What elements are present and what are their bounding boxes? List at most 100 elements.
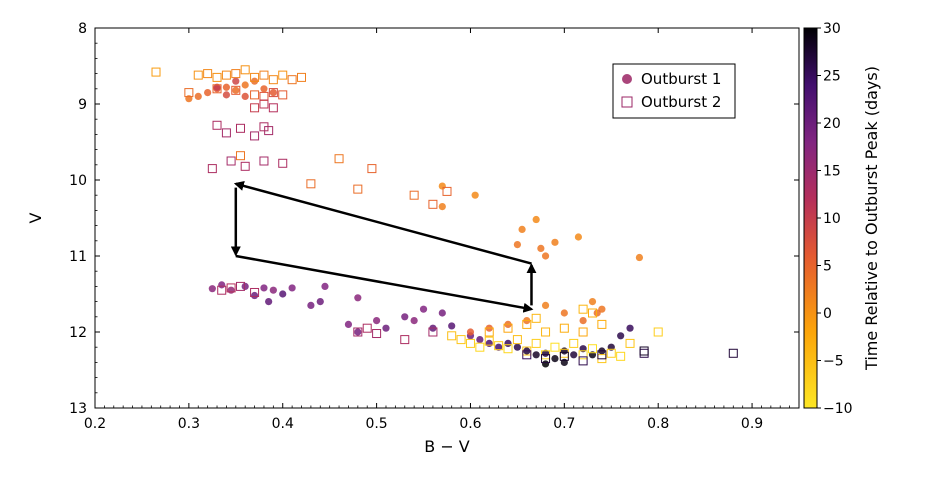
outburst-1-point [551,238,559,246]
x-tick-label: 0.7 [553,416,575,432]
outburst-1-point [194,92,202,100]
outburst-1-point [593,309,601,317]
outburst-2-point [578,356,588,366]
y-axis-ticks: 8 9 10 11 12 13 [69,21,799,417]
outburst-2-point [409,190,419,200]
outburst-1-point [448,322,456,330]
legend-box [612,63,736,119]
outburst-2-point [362,323,372,333]
outburst-2-point [231,85,241,95]
x-axis-title: B − V [424,437,470,456]
outburst-1-point [354,294,362,302]
outburst-2-point [235,123,245,133]
outburst-1-point [382,324,390,332]
outburst-2-point [221,70,231,80]
x-tick-label: 0.4 [272,416,294,432]
outburst-2-point [559,351,569,361]
outburst-2-point [484,336,494,346]
colorbar-tick-label: −10 [823,401,853,417]
outburst-2-point [578,327,588,337]
colorbar-tick-label: 30 [823,21,841,37]
outburst-2-point [428,199,438,209]
outburst-2-point [559,323,569,333]
outburst-1-point [410,317,418,325]
outburst-1-point [541,360,550,368]
outburst-2-point [512,335,522,345]
outburst-1-point [518,225,526,233]
outburst-2-point [606,348,616,358]
outburst-1-point [574,233,583,241]
outburst-1-point [504,339,512,347]
outburst-1-point [232,77,240,85]
colorbar-tick-label: 25 [823,69,841,85]
outburst-2-point [639,348,649,358]
legend-label-outburst-2: Outburst 2 [641,93,721,111]
outburst-2-point [268,88,278,98]
outburst-2-point [503,344,513,354]
legend-label-outburst-1: Outburst 1 [641,70,721,88]
colorbar-tick-label: 0 [823,306,832,322]
outburst-2-point [503,323,513,333]
outburst-1-point [222,83,231,91]
evolution-arrow [235,254,534,313]
outburst-2-point [334,154,344,164]
outburst-2-point [728,348,738,358]
outburst-1-point [551,355,559,363]
x-tick-label: 0.8 [647,416,669,432]
outburst-2-point [268,103,278,113]
outburst-1-point [307,301,315,309]
outburst-1-point [401,313,409,321]
outburst-2-point [569,338,579,348]
evolution-arrow [233,181,532,265]
outburst-2-point [212,120,222,130]
colorbar-tick-label: 20 [823,116,841,132]
outburst-1-point [570,351,578,359]
outburst-2-point [259,99,269,109]
outburst-2-point [278,70,288,80]
x-tick-label: 0.9 [741,416,763,432]
outburst-2-point [400,335,410,345]
colorbar-tick-label: 10 [823,211,841,227]
outburst-1-point [269,286,277,294]
outburst-2-point [226,156,236,166]
outburst-2-point [456,335,466,345]
outburst-1-point [227,286,235,294]
outburst-1-point [588,298,597,306]
outburst-2-point [597,350,607,360]
outburst-2-point [306,179,316,189]
outburst-1-point [373,317,381,325]
outburst-2-point [522,319,532,329]
x-tick-label: 0.6 [459,416,481,432]
outburst-1-point [438,203,446,211]
outburst-1-point [316,298,324,306]
outburst-1-point [541,301,550,309]
outburst-1-point [438,309,446,317]
outburst-2-point [653,327,663,337]
outburst-2-point [240,161,250,171]
outburst-2-point [597,319,607,329]
outburst-1-point [218,281,226,289]
outburst-2-point [522,350,532,360]
outburst-2-point [578,304,588,314]
x-axis-ticks: 0.2 0.3 0.4 0.5 0.6 0.7 0.8 0.9 [84,28,791,432]
outburst-2-point [203,69,213,79]
outburst-1-point [617,332,625,340]
outburst-1-point [241,282,249,290]
outburst-2-point [193,70,203,80]
outburst-1-point [495,343,503,351]
outburst-1-point [232,86,240,94]
outburst-1-point [241,92,249,100]
y-tick-label: 12 [69,325,87,341]
outburst-1-point [635,253,644,262]
outburst-2-point [268,75,278,85]
outburst-1-point [213,83,221,91]
outburst-2-point [625,338,635,348]
outburst-1-point [241,81,249,89]
outburst-1-point [321,282,329,290]
y-tick-label: 13 [69,401,87,417]
outburst-2-point [231,69,241,79]
outburst-1-point [222,91,231,99]
outburst-1-point [260,85,268,93]
outburst-1-point [626,324,634,332]
